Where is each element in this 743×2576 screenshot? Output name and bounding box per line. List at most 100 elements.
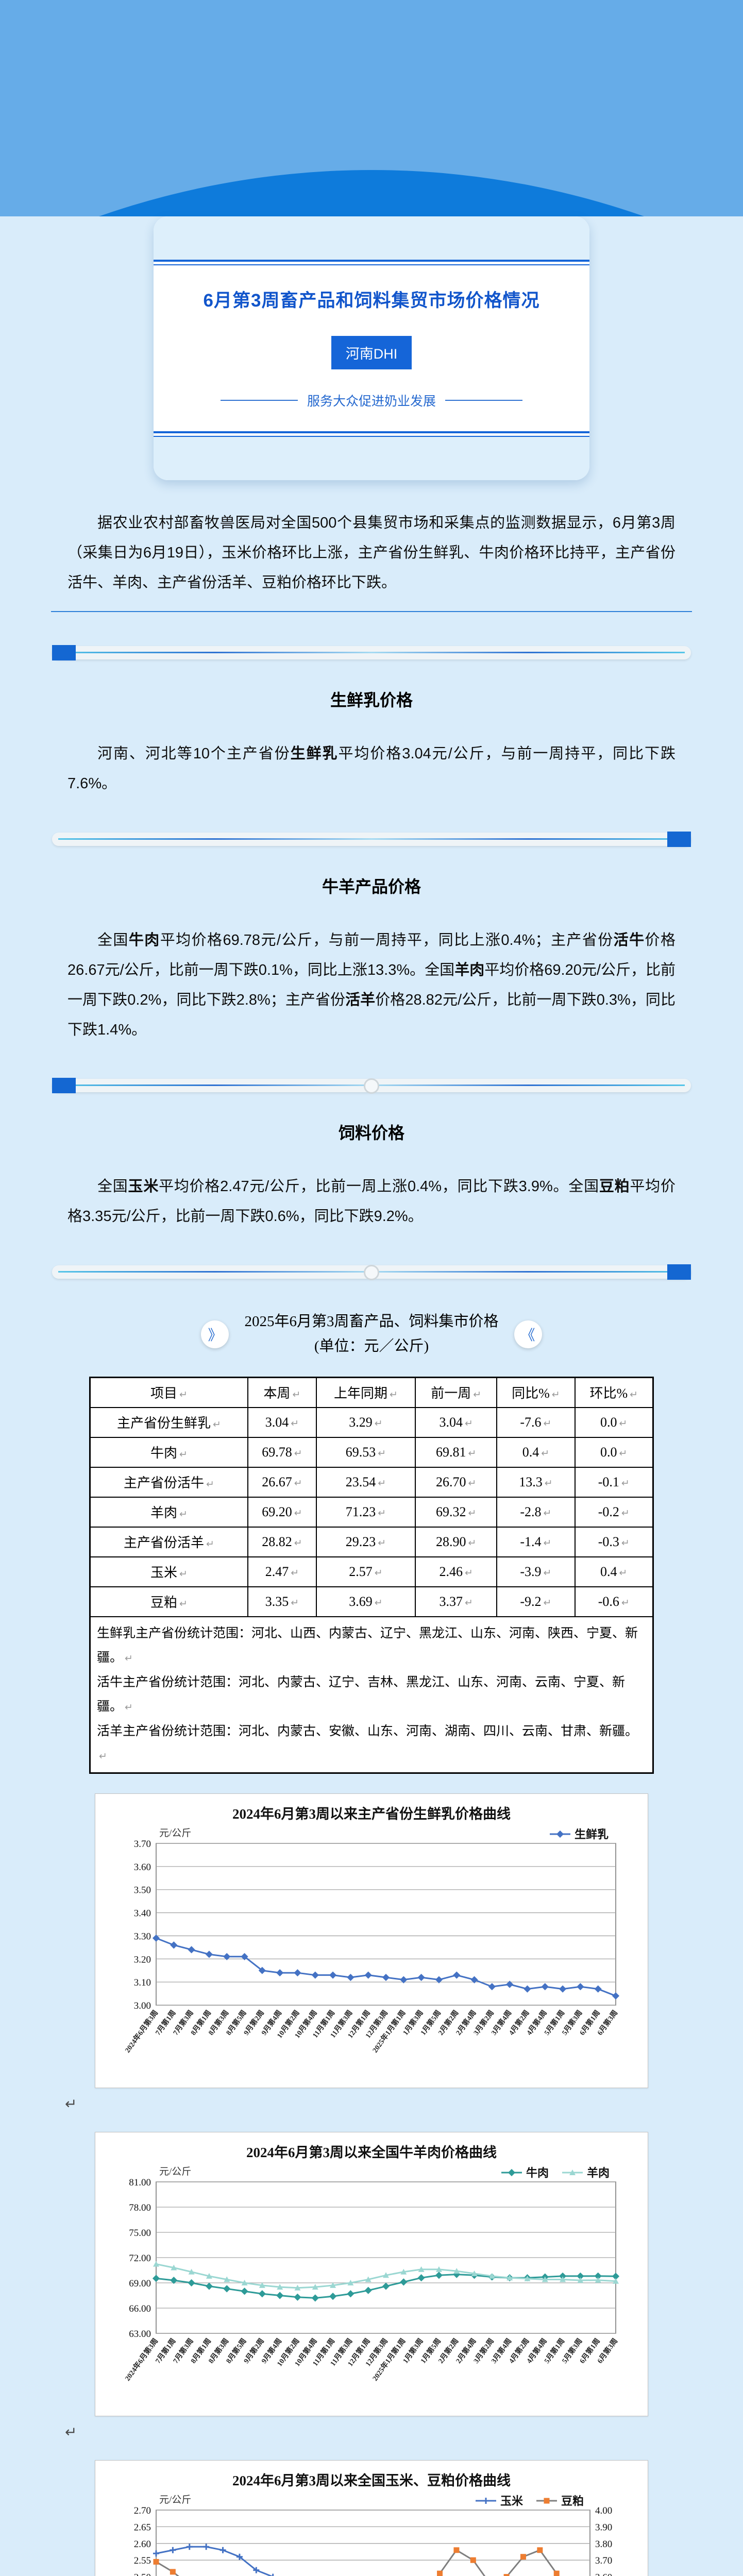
table-cell: 26.70 ↵ xyxy=(415,1466,498,1498)
svg-text:66.00: 66.00 xyxy=(129,2303,151,2314)
beef-sheep-paragraph: 全国牛肉平均价格69.78元/公斤，与前一周持平，同比上涨0.4%；主产省份活牛… xyxy=(67,932,676,1038)
svg-text:78.00: 78.00 xyxy=(129,2202,151,2213)
svg-text:3.40: 3.40 xyxy=(134,1908,151,1919)
divider-line xyxy=(51,611,692,612)
table-cell: -9.2 ↵ xyxy=(496,1586,576,1617)
section-divider xyxy=(52,1264,691,1280)
table-cell: 23.54 ↵ xyxy=(315,1466,416,1498)
table-cell: -7.6 ↵ xyxy=(496,1406,576,1438)
table-cell: 26.67 ↵ xyxy=(247,1466,317,1498)
svg-text:3.20: 3.20 xyxy=(134,1954,151,1965)
table-cell: 0.0 ↵ xyxy=(574,1406,654,1438)
svg-text:3.90: 3.90 xyxy=(595,2522,612,2533)
table-cell: 同比% ↵ xyxy=(496,1377,576,1408)
table-footnote-row: 生鲜乳主产省份统计范围：河北、山西、内蒙古、辽宁、黑龙江、山东、河南、陕西、宁夏… xyxy=(89,1616,654,1774)
svg-text:81.00: 81.00 xyxy=(129,2177,151,2188)
table-cell: -2.8 ↵ xyxy=(496,1496,576,1528)
svg-text:72.00: 72.00 xyxy=(129,2253,151,2264)
double-line-top xyxy=(154,260,589,265)
article-title: 6月第3周畜产品和饲料集贸市场价格情况 xyxy=(203,291,540,311)
slogan: 服务大众促进奶业发展 xyxy=(172,391,571,410)
svg-text:豆粕: 豆粕 xyxy=(561,2495,584,2507)
svg-text:3.70: 3.70 xyxy=(595,2555,612,2566)
divider-ring xyxy=(364,1265,379,1280)
card-top-strip xyxy=(154,216,589,260)
table-cell: 3.37 ↵ xyxy=(415,1586,498,1617)
return-mark: ↵ xyxy=(65,2095,77,2112)
table-cell: -0.3 ↵ xyxy=(574,1526,654,1557)
table-cell: 2.57 ↵ xyxy=(315,1556,416,1587)
svg-text:生鲜乳: 生鲜乳 xyxy=(575,1828,609,1841)
table-row: 主产省份活羊 ↵ 28.82 ↵ 29.23 ↵ 28.90 ↵ -1.4 ↵ -0.3 ↵ xyxy=(89,1526,654,1557)
svg-text:75.00: 75.00 xyxy=(129,2228,151,2239)
table-cell: -0.6 ↵ xyxy=(574,1586,654,1617)
svg-text:63.00: 63.00 xyxy=(129,2329,151,2340)
table-cell: 69.32 ↵ xyxy=(415,1496,498,1528)
table-cell: 2.46 ↵ xyxy=(415,1556,498,1587)
table-row: 豆粕 ↵ 3.35 ↵ 3.69 ↵ 3.37 ↵ -9.2 ↵ -0.6 ↵ xyxy=(89,1586,654,1617)
table-cell: 69.53 ↵ xyxy=(315,1436,416,1468)
table-cell: 0.0 ↵ xyxy=(574,1436,654,1468)
table-cell: 2.47 ↵ xyxy=(247,1556,317,1587)
table-cell: 主产省份活羊 ↵ xyxy=(89,1526,248,1557)
table-cell: 29.23 ↵ xyxy=(315,1526,416,1557)
intro-paragraph: 据农业农村部畜牧兽医局对全国500个县集贸市场和采集点的监测数据显示，6月第3周… xyxy=(67,515,676,591)
table-cell: 环比% ↵ xyxy=(574,1377,654,1408)
svg-text:2.60: 2.60 xyxy=(134,2538,151,2549)
table-cell: 3.69 ↵ xyxy=(315,1586,416,1617)
table-cell: 69.78 ↵ xyxy=(247,1436,317,1468)
svg-text:3.70: 3.70 xyxy=(134,1839,151,1850)
table-row: 玉米 ↵ 2.47 ↵ 2.57 ↵ 2.46 ↵ -3.9 ↵ 0.4 ↵ xyxy=(89,1556,654,1587)
table-cell: 主产省份活牛 ↵ xyxy=(89,1466,248,1498)
double-line-bottom xyxy=(154,431,589,437)
svg-text:元/公斤: 元/公斤 xyxy=(159,2494,191,2505)
svg-text:69.00: 69.00 xyxy=(129,2278,151,2289)
divider-ring xyxy=(364,1078,379,1094)
table-cell: 28.90 ↵ xyxy=(415,1526,498,1557)
card-bottom-strip xyxy=(154,437,589,480)
table-cell: 玉米 ↵ xyxy=(89,1556,248,1587)
brand-badge: 河南DHI xyxy=(331,336,412,369)
section-divider xyxy=(52,645,691,660)
table-cell: 本周 ↵ xyxy=(247,1377,317,1408)
svg-text:4.00: 4.00 xyxy=(595,2505,612,2516)
table-title-block: 》 2025年6月第3周畜产品、饲料集市价格 (单位：元／公斤) 《 xyxy=(0,1310,743,1359)
table-title: 2025年6月第3周畜产品、饲料集市价格 xyxy=(244,1313,499,1330)
table-cell: 69.20 ↵ xyxy=(247,1496,317,1528)
table-cell: -0.2 ↵ xyxy=(574,1496,654,1528)
table-cell: 羊肉 ↵ xyxy=(89,1496,248,1528)
table-cell: 13.3 ↵ xyxy=(496,1466,576,1498)
table-cell: -1.4 ↵ xyxy=(496,1526,576,1557)
svg-text:元/公斤: 元/公斤 xyxy=(159,1827,191,1839)
svg-text:2024年6月第3周: 2024年6月第3周 xyxy=(123,2336,160,2382)
title-card: 6月第3周畜产品和饲料集贸市场价格情况 河南DHI 服务大众促进奶业发展 xyxy=(154,216,589,480)
table-cell: -0.1 ↵ xyxy=(574,1466,654,1498)
chevron-left-icon: 《 xyxy=(514,1320,542,1348)
slogan-line-left xyxy=(220,400,298,401)
svg-text:牛肉: 牛肉 xyxy=(526,2166,549,2179)
slogan-line-right xyxy=(445,400,522,401)
chart-card-raw-milk: 2024年6月第3周以来主产省份生鲜乳价格曲线元/公斤 3.70 3.60 3.50 3… xyxy=(95,1793,648,2088)
table-cell: -3.9 ↵ xyxy=(496,1556,576,1587)
table-cell: 前一周 ↵ xyxy=(415,1377,498,1408)
milk-paragraph: 河南、河北等10个主产省份生鲜乳平均价格3.04元/公斤，与前一周持平，同比下跌… xyxy=(67,745,676,792)
svg-text:3.00: 3.00 xyxy=(134,2001,151,2011)
svg-text:3.60: 3.60 xyxy=(134,1862,151,1873)
svg-text:3.50: 3.50 xyxy=(134,1885,151,1895)
svg-text:元/公斤: 元/公斤 xyxy=(159,2166,191,2177)
table-cell: 3.35 ↵ xyxy=(247,1586,317,1617)
table-cell: 0.4 ↵ xyxy=(496,1436,576,1468)
svg-text:2024年6月第3周以来主产省份生鲜乳价格曲线: 2024年6月第3周以来主产省份生鲜乳价格曲线 xyxy=(232,1806,511,1822)
table-cell: 28.82 ↵ xyxy=(247,1526,317,1557)
price-table: 项目 ↵ 本周 ↵ 上年同期 ↵ 前一周 ↵ 同比% ↵ 环比% ↵ 主产省份生鲜乳 ↵ 3.04 ↵ 3.29… xyxy=(89,1376,654,1774)
slogan-text: 服务大众促进奶业发展 xyxy=(307,394,436,409)
svg-text:3.80: 3.80 xyxy=(595,2538,612,2549)
table-cell: 71.23 ↵ xyxy=(315,1496,416,1528)
table-header-row: 项目 ↵ 本周 ↵ 上年同期 ↵ 前一周 ↵ 同比% ↵ 环比% ↵ xyxy=(89,1377,654,1408)
svg-text:2.65: 2.65 xyxy=(134,2522,151,2533)
table-cell: 豆粕 ↵ xyxy=(89,1586,248,1617)
return-mark: ↵ xyxy=(65,2424,77,2440)
section-title-milk: 生鲜乳价格 xyxy=(330,691,413,709)
svg-text:2024年6月第3周: 2024年6月第3周 xyxy=(123,2008,160,2054)
